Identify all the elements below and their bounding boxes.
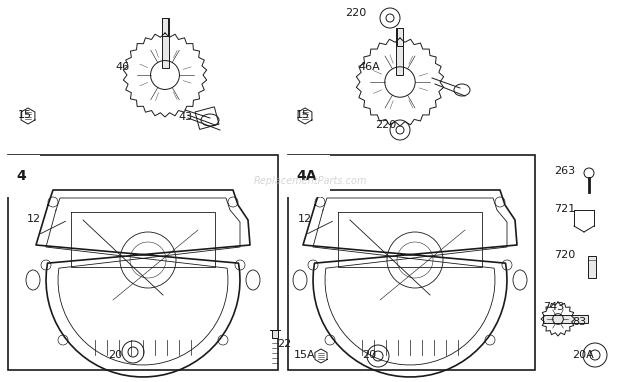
Text: 220: 220 <box>345 8 366 18</box>
Text: 12: 12 <box>298 214 312 224</box>
Bar <box>397 28 404 75</box>
Bar <box>162 18 168 36</box>
Text: 263: 263 <box>554 166 575 176</box>
Text: 46: 46 <box>115 62 129 72</box>
Text: 83: 83 <box>572 317 586 327</box>
Bar <box>272 330 278 338</box>
Bar <box>195 107 219 129</box>
Text: ReplacementParts.com: ReplacementParts.com <box>253 176 367 186</box>
Bar <box>543 315 588 323</box>
Text: 22: 22 <box>277 339 291 349</box>
Text: 721: 721 <box>554 204 575 214</box>
Text: 4A: 4A <box>296 169 316 183</box>
Text: 4: 4 <box>16 169 26 183</box>
Text: 20A: 20A <box>572 350 594 360</box>
Text: 720: 720 <box>554 250 575 260</box>
Text: 15: 15 <box>18 110 32 120</box>
Text: 12: 12 <box>27 214 41 224</box>
Text: 15: 15 <box>296 110 310 120</box>
Text: 46A: 46A <box>358 62 379 72</box>
Text: 15A: 15A <box>294 350 316 360</box>
Bar <box>288 155 535 370</box>
Text: 220: 220 <box>375 120 396 130</box>
Text: 20: 20 <box>108 350 122 360</box>
Text: 43: 43 <box>178 112 192 122</box>
Bar <box>161 18 169 68</box>
Text: 20: 20 <box>362 350 376 360</box>
Bar <box>397 28 403 46</box>
Bar <box>8 155 278 370</box>
Text: 743: 743 <box>543 302 564 312</box>
Bar <box>588 256 596 278</box>
